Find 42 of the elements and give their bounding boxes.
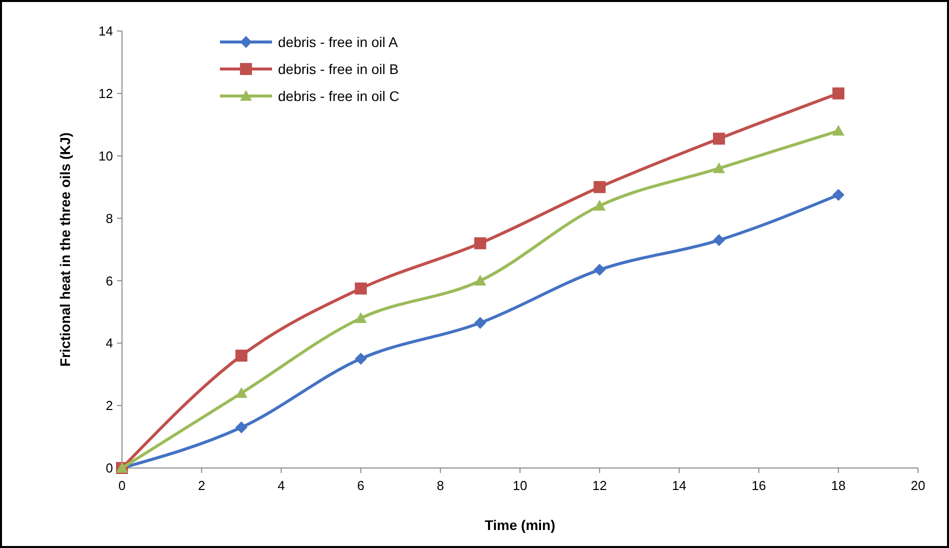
x-tick-label: 4: [278, 478, 285, 493]
point: [354, 312, 367, 323]
point: [713, 132, 725, 145]
y-tick-label: 0: [106, 460, 113, 476]
x-tick-label: 12: [592, 478, 607, 493]
point: [594, 200, 606, 211]
legend-label: debris - free in oil C: [278, 88, 400, 104]
point: [594, 181, 606, 194]
y-tick-label: 2: [106, 398, 113, 414]
legend-label: debris - free in oil A: [278, 34, 398, 50]
point: [235, 387, 248, 398]
point: [235, 421, 248, 434]
point: [713, 162, 725, 174]
y-tick-label: 6: [106, 273, 113, 288]
point: [832, 124, 844, 136]
point: [713, 234, 725, 246]
legend-label: debris - free in oil B: [278, 60, 399, 77]
x-tick-label: 6: [357, 478, 364, 493]
point: [594, 264, 606, 276]
y-tick-label: 10: [98, 148, 113, 164]
x-tick-label: 8: [436, 478, 444, 493]
x-tick-label: 14: [672, 478, 686, 493]
point: [832, 87, 844, 100]
x-tick-label: 10: [512, 478, 528, 493]
y-tick-label: 12: [98, 86, 113, 101]
point: [474, 237, 486, 250]
x-tick-label: 0: [118, 478, 126, 493]
point: [474, 316, 486, 329]
y-tick-label: 14: [98, 24, 113, 39]
y-tick-label: 4: [106, 336, 113, 351]
point: [354, 352, 367, 365]
x-tick-label: 2: [198, 478, 206, 493]
point: [832, 188, 844, 201]
x-axis-title: Time (min): [484, 517, 556, 533]
y-tick-label: 8: [106, 210, 113, 226]
y-axis-title: Frictional heat in the three oils (KJ): [57, 132, 73, 367]
point: [235, 350, 248, 362]
x-tick-label: 16: [752, 478, 766, 493]
x-tick-label: 20: [910, 478, 926, 493]
point: [354, 282, 367, 295]
x-tick-label: 18: [831, 478, 846, 493]
point: [474, 274, 486, 286]
